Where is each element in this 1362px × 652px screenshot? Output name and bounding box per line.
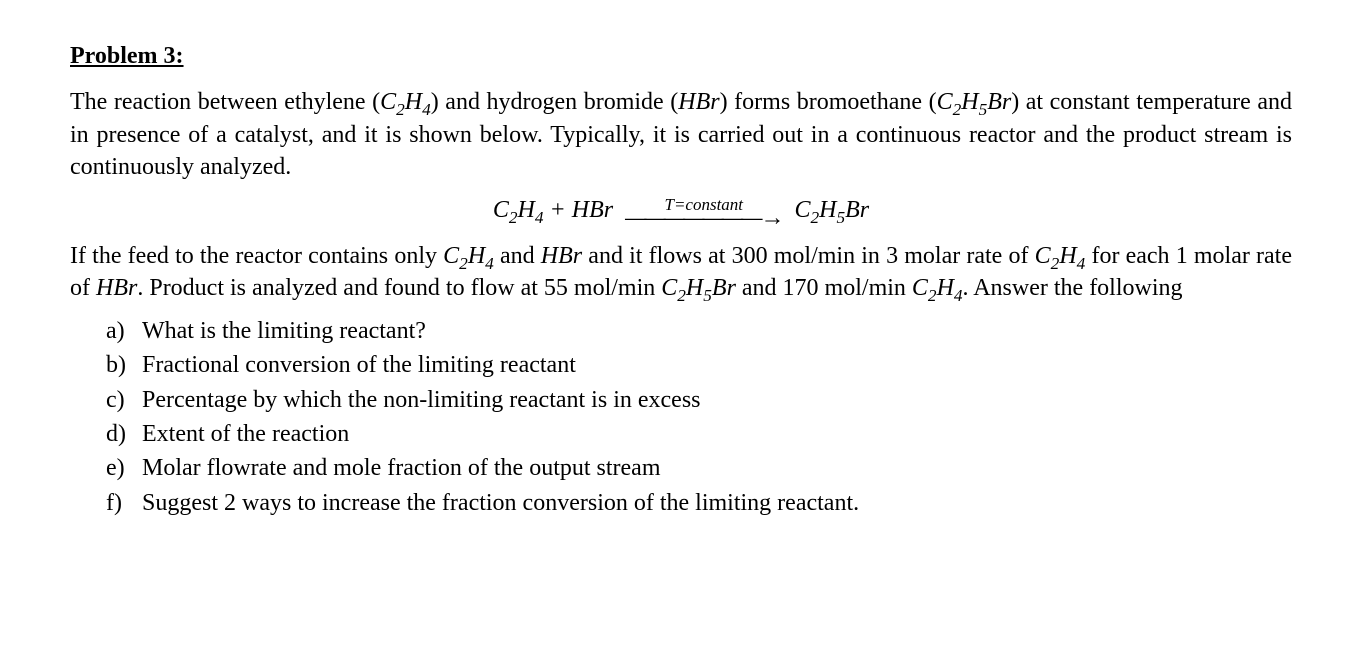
question-a: a) What is the limiting reactant? <box>106 315 1292 347</box>
text: . Product is analyzed and found to flow … <box>137 275 661 301</box>
question-text: Molar flowrate and mole fraction of the … <box>142 455 661 481</box>
reaction-arrow: T=constant ———————→ <box>625 196 782 225</box>
reaction-equation: C2H4 + HBr T=constant ———————→ C2H5Br <box>70 194 1292 226</box>
t: 5 <box>703 286 712 305</box>
t: H <box>678 89 695 115</box>
t: Br <box>712 275 736 301</box>
question-list: a) What is the limiting reactant? b) Fract… <box>70 315 1292 519</box>
formula-ethylene: C2H4 <box>1035 243 1086 269</box>
question-e: e) Molar flowrate and mole fraction of th… <box>106 452 1292 484</box>
marker: e) <box>106 452 134 484</box>
t: C <box>937 89 953 115</box>
question-b: b) Fractional conversion of the limiting … <box>106 349 1292 381</box>
t: C <box>661 275 677 301</box>
text: ) and hydrogen bromide ( <box>431 89 679 115</box>
question-text: Suggest 2 ways to increase the fraction … <box>142 490 859 516</box>
question-f: f) Suggest 2 ways to increase the fractio… <box>106 487 1292 519</box>
t: 2 <box>396 100 405 119</box>
t: H <box>541 243 558 269</box>
t: H <box>686 275 703 301</box>
marker: a) <box>106 315 134 347</box>
t: 5 <box>836 207 845 226</box>
t: C <box>794 197 810 223</box>
question-text: Percentage by which the non-limiting rea… <box>142 387 701 413</box>
t: H <box>819 197 836 223</box>
question-text: Fractional conversion of the limiting re… <box>142 352 576 378</box>
t: H <box>961 89 978 115</box>
formula-hbr: HBr <box>541 243 582 269</box>
t: 4 <box>422 100 431 119</box>
t: 4 <box>485 254 494 273</box>
marker: f) <box>106 487 134 519</box>
t: 2 <box>953 100 962 119</box>
plus: + <box>544 197 572 223</box>
intro-paragraph: The reaction between ethylene (C2H4) and… <box>70 86 1292 183</box>
rhs-bromoethane: C2H5Br <box>794 197 869 223</box>
text: and 170 mol/min <box>736 275 912 301</box>
marker: c) <box>106 384 134 416</box>
text: . Answer the following <box>963 275 1183 301</box>
t: H <box>405 89 422 115</box>
text: ) forms bromoethane ( <box>720 89 937 115</box>
t: C <box>1035 243 1051 269</box>
text: If the feed to the reactor contains only <box>70 243 443 269</box>
t: 5 <box>979 100 988 119</box>
formula-hbr: HBr <box>96 275 137 301</box>
text: and it flows at 300 mol/min in 3 molar r… <box>582 243 1035 269</box>
question-text: Extent of the reaction <box>142 421 349 447</box>
question-c: c) Percentage by which the non-limiting r… <box>106 384 1292 416</box>
formula-bromoethane: C2H5Br <box>661 275 736 301</box>
arrow-icon: ———————→ <box>625 211 782 225</box>
t: 4 <box>1077 254 1086 273</box>
t: Br <box>845 197 869 223</box>
t: 4 <box>535 207 544 226</box>
t: H <box>937 275 954 301</box>
t: 2 <box>509 207 518 226</box>
formula-ethylene: C2H4 <box>443 243 494 269</box>
text: and <box>494 243 541 269</box>
formula-ethylene: C2H4 <box>912 275 963 301</box>
formula-ethylene: C2H4 <box>380 89 431 115</box>
formula-hbr: HBr <box>678 89 719 115</box>
problem-heading: Problem 3: <box>70 40 1292 72</box>
t: 2 <box>928 286 937 305</box>
t: C <box>380 89 396 115</box>
t: H <box>96 275 113 301</box>
t: H <box>518 197 535 223</box>
t: C <box>443 243 459 269</box>
t: Br <box>558 243 582 269</box>
marker: d) <box>106 418 134 450</box>
text: The reaction between ethylene ( <box>70 89 380 115</box>
t: C <box>493 197 509 223</box>
marker: b) <box>106 349 134 381</box>
t: C <box>912 275 928 301</box>
t: 2 <box>677 286 686 305</box>
t: Br <box>696 89 720 115</box>
t: 4 <box>954 286 963 305</box>
t: 2 <box>810 207 819 226</box>
t: Br <box>987 89 1011 115</box>
lhs-ethylene: C2H4 <box>493 197 544 223</box>
t: H <box>468 243 485 269</box>
conditions-paragraph: If the feed to the reactor contains only… <box>70 240 1292 305</box>
t: Br <box>113 275 137 301</box>
formula-bromoethane: C2H5Br <box>937 89 1012 115</box>
lhs-hbr: HBr <box>572 197 613 223</box>
t: 2 <box>459 254 468 273</box>
question-d: d) Extent of the reaction <box>106 418 1292 450</box>
t: H <box>1059 243 1076 269</box>
question-text: What is the limiting reactant? <box>142 318 426 344</box>
